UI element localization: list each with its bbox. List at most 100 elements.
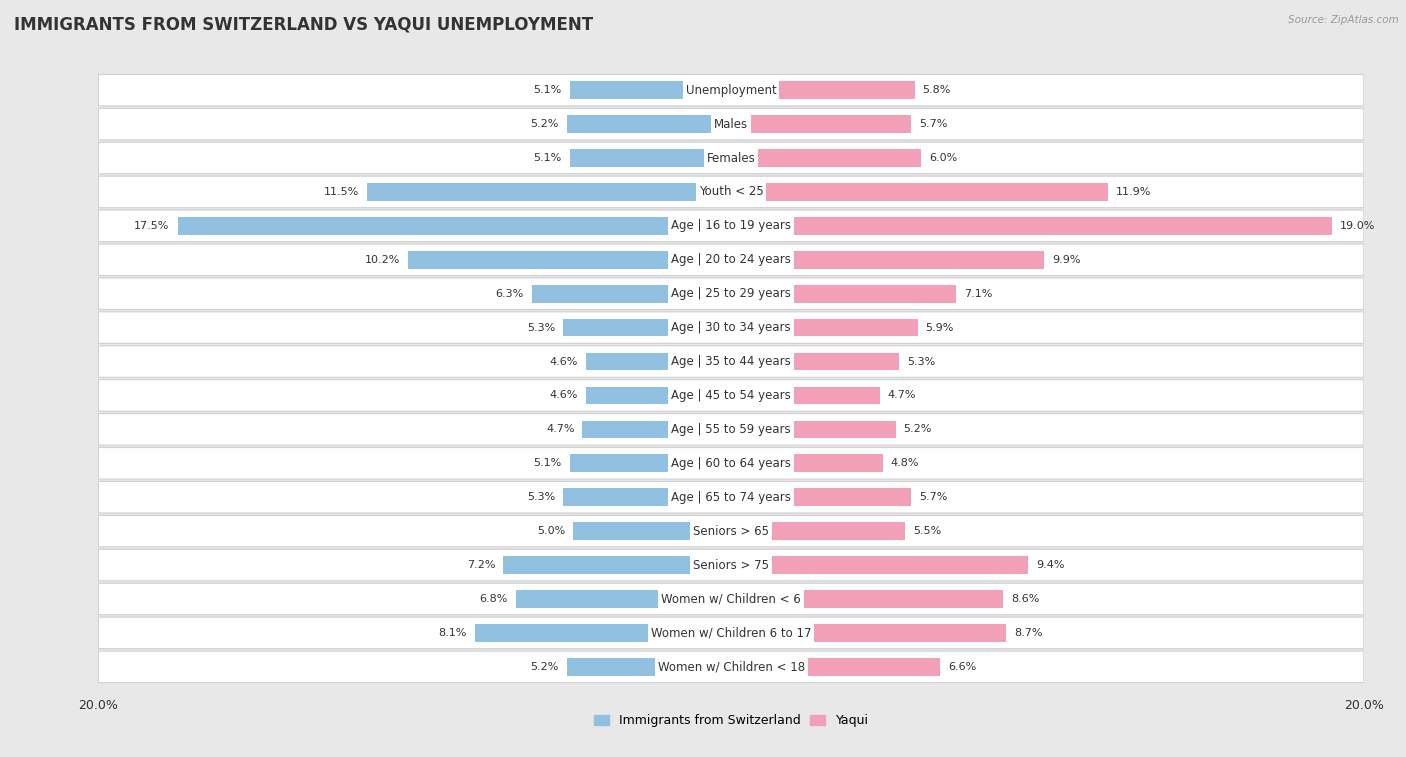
FancyBboxPatch shape [98, 413, 1364, 445]
Text: 5.1%: 5.1% [534, 153, 562, 163]
FancyBboxPatch shape [98, 481, 1364, 513]
Text: 11.9%: 11.9% [1115, 187, 1152, 197]
Text: 5.1%: 5.1% [534, 86, 562, 95]
Text: Age | 20 to 24 years: Age | 20 to 24 years [671, 254, 792, 266]
Bar [731, 658, 939, 676]
FancyBboxPatch shape [98, 142, 1364, 174]
Bar [731, 556, 1028, 574]
Bar [569, 81, 731, 99]
Text: 5.3%: 5.3% [527, 322, 555, 332]
Bar [731, 624, 1007, 642]
Text: Age | 45 to 54 years: Age | 45 to 54 years [671, 389, 792, 402]
Bar [585, 387, 731, 404]
Bar [731, 319, 918, 336]
Bar [475, 624, 731, 642]
Text: Females: Females [707, 151, 755, 164]
Bar [731, 115, 911, 133]
Bar [408, 251, 731, 269]
FancyBboxPatch shape [98, 380, 1364, 411]
Text: 4.7%: 4.7% [887, 391, 917, 400]
Text: Seniors > 65: Seniors > 65 [693, 525, 769, 537]
Bar [582, 421, 731, 438]
Bar [731, 454, 883, 472]
Bar [531, 285, 731, 303]
Bar [564, 488, 731, 506]
Text: 10.2%: 10.2% [366, 255, 401, 265]
Bar [731, 183, 1108, 201]
Text: 4.6%: 4.6% [550, 391, 578, 400]
Text: Age | 16 to 19 years: Age | 16 to 19 years [671, 220, 792, 232]
Text: 19.0%: 19.0% [1340, 221, 1375, 231]
Bar [731, 217, 1333, 235]
Text: Youth < 25: Youth < 25 [699, 185, 763, 198]
Bar [731, 149, 921, 167]
Text: 4.7%: 4.7% [546, 425, 575, 435]
Bar [574, 522, 731, 540]
FancyBboxPatch shape [98, 210, 1364, 241]
Bar [564, 319, 731, 336]
Bar [585, 353, 731, 370]
Text: 17.5%: 17.5% [134, 221, 170, 231]
FancyBboxPatch shape [98, 108, 1364, 140]
Text: 6.8%: 6.8% [479, 594, 508, 604]
Text: 4.8%: 4.8% [891, 458, 920, 469]
Bar [731, 251, 1045, 269]
Bar [731, 285, 956, 303]
Text: 5.7%: 5.7% [920, 119, 948, 129]
Text: Women w/ Children < 18: Women w/ Children < 18 [658, 660, 804, 673]
Text: 8.1%: 8.1% [439, 628, 467, 638]
Bar [177, 217, 731, 235]
Bar [731, 590, 1002, 608]
Text: 6.0%: 6.0% [929, 153, 957, 163]
Text: Women w/ Children < 6: Women w/ Children < 6 [661, 593, 801, 606]
FancyBboxPatch shape [98, 74, 1364, 106]
Text: 5.5%: 5.5% [912, 526, 941, 536]
Text: 9.9%: 9.9% [1052, 255, 1081, 265]
FancyBboxPatch shape [98, 278, 1364, 310]
Bar [731, 387, 880, 404]
Bar [569, 149, 731, 167]
Text: Age | 65 to 74 years: Age | 65 to 74 years [671, 491, 792, 503]
Text: 5.3%: 5.3% [527, 492, 555, 502]
Text: 7.2%: 7.2% [467, 560, 495, 570]
Text: Age | 55 to 59 years: Age | 55 to 59 years [671, 423, 792, 436]
Text: Age | 60 to 64 years: Age | 60 to 64 years [671, 456, 792, 470]
FancyBboxPatch shape [98, 550, 1364, 581]
Bar [731, 81, 914, 99]
Text: 5.0%: 5.0% [537, 526, 565, 536]
Text: 5.7%: 5.7% [920, 492, 948, 502]
Text: Unemployment: Unemployment [686, 84, 776, 97]
FancyBboxPatch shape [98, 346, 1364, 377]
FancyBboxPatch shape [98, 244, 1364, 276]
Text: 5.2%: 5.2% [904, 425, 932, 435]
Text: 7.1%: 7.1% [963, 288, 993, 299]
Text: 6.3%: 6.3% [496, 288, 524, 299]
Text: 5.2%: 5.2% [530, 662, 558, 671]
Text: 5.1%: 5.1% [534, 458, 562, 469]
Text: Age | 35 to 44 years: Age | 35 to 44 years [671, 355, 792, 368]
Text: Males: Males [714, 117, 748, 131]
Text: 5.8%: 5.8% [922, 86, 950, 95]
Text: Age | 30 to 34 years: Age | 30 to 34 years [671, 321, 792, 334]
Text: 6.6%: 6.6% [948, 662, 976, 671]
Text: 11.5%: 11.5% [325, 187, 360, 197]
Bar [367, 183, 731, 201]
FancyBboxPatch shape [98, 516, 1364, 547]
Bar [731, 353, 898, 370]
FancyBboxPatch shape [98, 651, 1364, 683]
Bar [731, 488, 911, 506]
Bar [731, 522, 905, 540]
Text: 5.2%: 5.2% [530, 119, 558, 129]
Text: Seniors > 75: Seniors > 75 [693, 559, 769, 572]
Bar [567, 115, 731, 133]
Text: 8.6%: 8.6% [1011, 594, 1039, 604]
Text: 5.9%: 5.9% [925, 322, 955, 332]
Text: IMMIGRANTS FROM SWITZERLAND VS YAQUI UNEMPLOYMENT: IMMIGRANTS FROM SWITZERLAND VS YAQUI UNE… [14, 15, 593, 33]
Text: 9.4%: 9.4% [1036, 560, 1064, 570]
Text: 5.3%: 5.3% [907, 357, 935, 366]
FancyBboxPatch shape [98, 583, 1364, 615]
Bar [569, 454, 731, 472]
FancyBboxPatch shape [98, 176, 1364, 207]
FancyBboxPatch shape [98, 312, 1364, 344]
Legend: Immigrants from Switzerland, Yaqui: Immigrants from Switzerland, Yaqui [589, 709, 873, 732]
